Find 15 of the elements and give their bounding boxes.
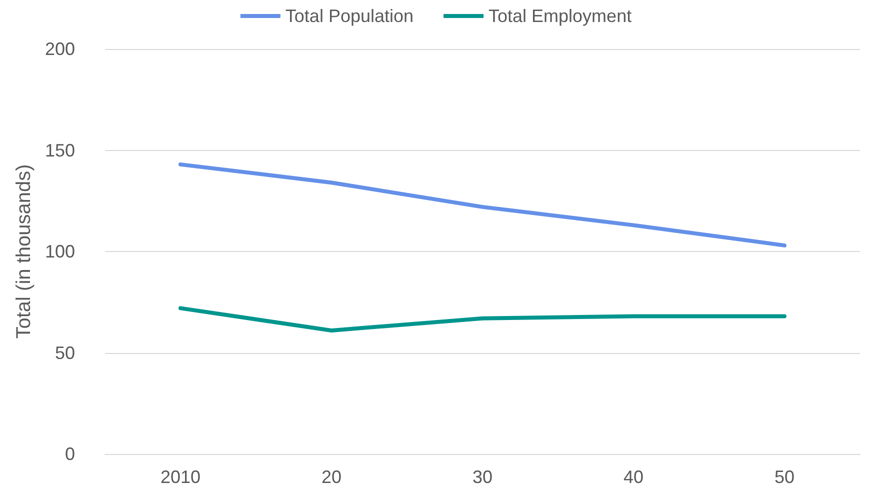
x-tick-label: 2010 [160,467,201,487]
y-tick-label: 0 [64,444,75,464]
x-tick-label: 30 [472,467,493,487]
y-tick-label: 200 [44,39,75,59]
x-tick-label: 50 [774,467,795,487]
y-tick-label: 100 [44,242,75,262]
y-axis-title: Total (in thousands) [13,164,36,339]
legend-label: Total Employment [488,6,632,26]
line-series [178,306,786,332]
x-tick-label: 20 [321,467,342,487]
legend-label: Total Population [285,6,414,26]
y-tick-label: 150 [44,140,75,160]
line-series [178,162,786,248]
y-tick-label: 50 [54,342,75,363]
x-tick-label: 40 [623,467,644,487]
